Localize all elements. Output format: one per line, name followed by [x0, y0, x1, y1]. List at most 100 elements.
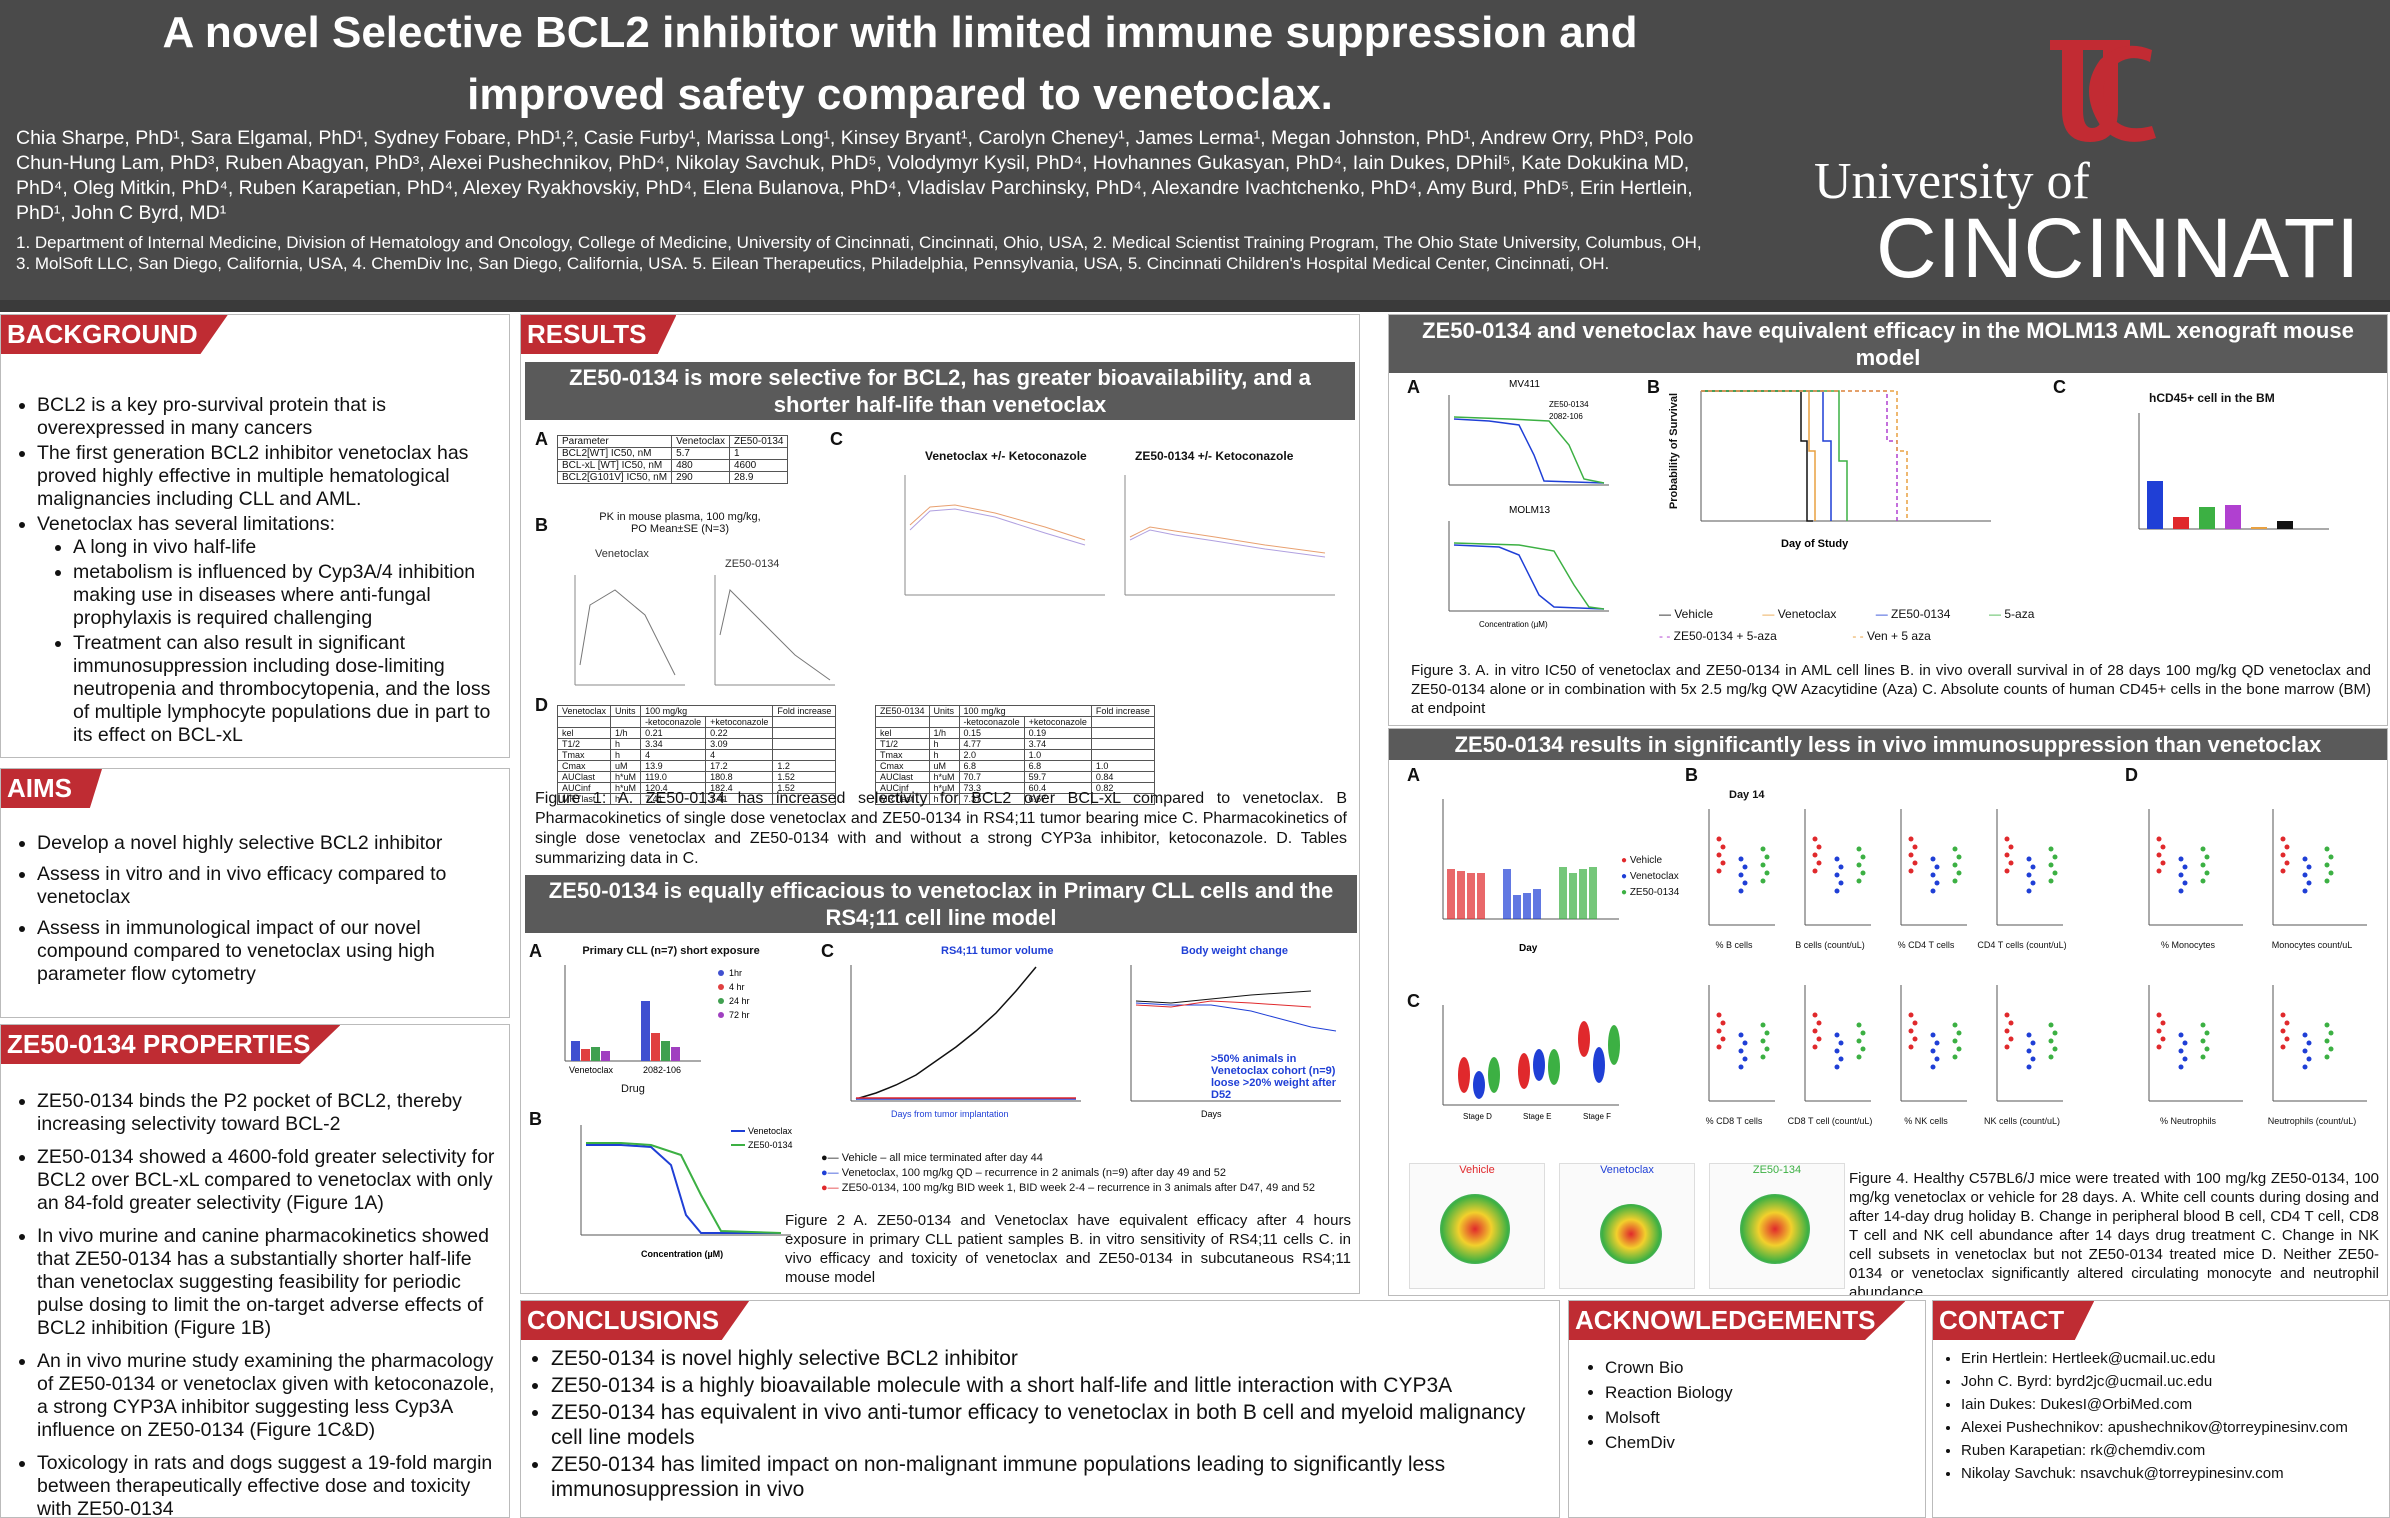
- table-header: 100 mg/kg: [640, 705, 774, 717]
- table-header: ZE50-0134: [728, 435, 789, 448]
- flow-plot-title: Venetoclax: [1600, 1164, 1654, 1176]
- table-cell: 0.21: [640, 727, 707, 739]
- title-line-2: improved safety compared to venetoclax.: [467, 70, 1333, 119]
- list-item: ZE50-0134 showed a 4600-fold greater sel…: [37, 1146, 509, 1215]
- contact-item[interactable]: Iain Dukes: DukesI@OrbiMed.com: [1961, 1394, 2389, 1415]
- fig2-b-chart: Venetoclax ZE50-0134 Concentration (µM): [580, 1125, 793, 1259]
- table-cell: 0.19: [1023, 727, 1092, 739]
- x-axis-title: Days: [1201, 1109, 1222, 1119]
- mini-scatter-plot: NK cells (count/uL): [1977, 975, 2067, 1141]
- panel-label: A: [1407, 377, 1420, 397]
- table-header: ZE50-0134: [875, 705, 930, 717]
- x-axis-title: Concentration (µM): [1479, 620, 1548, 629]
- affiliations: 1. Department of Internal Medicine, Divi…: [16, 233, 1702, 273]
- list-item: Toxicology in rats and dogs suggest a 19…: [37, 1452, 509, 1517]
- fig3-b-ytitle: Probability of Survival: [1668, 392, 1680, 510]
- table-header: Fold increase: [1090, 705, 1155, 717]
- background-list: BCL2 is a key pro-survival protein that …: [1, 394, 509, 747]
- x-axis-title: Days from tumor implantation: [891, 1109, 1009, 1119]
- mini-scatter-plot: CD4 T cells (count/uL): [1977, 799, 2067, 965]
- legend-label: Venetoclax, 100 mg/kg QD – recurrence in…: [841, 1167, 1227, 1179]
- table-cell: 5.7: [671, 447, 730, 460]
- table-cell: h: [928, 749, 960, 761]
- mini-scatter-plot: Monocytes count/uL: [2253, 799, 2371, 965]
- fig3-a-ic50-charts: MV411 ZE50-0134 2082-106 MOLM13 Concentr…: [1448, 379, 1609, 629]
- table-cell: 7.37: [958, 793, 1025, 805]
- figure-3-bar: ZE50-0134 and venetoclax have equivalent…: [1389, 315, 2387, 373]
- table-cell: 70.7: [958, 771, 1025, 783]
- list-item: Treatment can also result in significant…: [73, 632, 509, 747]
- list-item: Venetoclax has several limitations: A lo…: [37, 513, 509, 747]
- table-cell: 1: [728, 447, 789, 460]
- table-cell: kel: [875, 727, 930, 739]
- table-cell: 1.52: [772, 771, 837, 783]
- table-cell: T1/2: [875, 738, 930, 750]
- fig4-c-nk-violin: Stage D Stage E Stage F: [1442, 1005, 1620, 1121]
- table-cell: 1.0: [1090, 760, 1155, 772]
- table-cell: [1090, 793, 1155, 805]
- results-heading: RESULTS: [521, 315, 677, 354]
- figure-1: A Parameter Venetoclax ZE50-0134 BCL2[WT] …: [525, 425, 1355, 815]
- legend-item: ●— Venetoclax, 100 mg/kg QD – recurrence…: [821, 1167, 1227, 1179]
- flow-plot-ze: ZE50-134: [1709, 1163, 1845, 1289]
- x-tick-label: Venetoclax: [569, 1065, 614, 1075]
- table-cell: 1.2: [772, 760, 837, 772]
- legend-label: ZE50-0134: [748, 1140, 793, 1150]
- table-cell: 6.8: [1023, 760, 1092, 772]
- background-panel: BACKGROUND BCL2 is a key pro-survival pr…: [0, 314, 510, 758]
- legend-item: — 5-aza: [1989, 607, 2035, 621]
- table-header: +ketoconazole: [705, 716, 774, 728]
- contact-item[interactable]: John C. Byrd: byrd2jc@ucmail.uc.edu: [1961, 1371, 2389, 1392]
- table-row: kel 1/h 0.15 0.19: [875, 727, 1155, 739]
- legend-item: — Venetoclax: [1762, 607, 1837, 621]
- x-axis-title: Concentration (µM): [641, 1249, 723, 1259]
- table-cell: BCL-xL [WT] IC50, nM: [556, 459, 673, 472]
- contact-item[interactable]: Erin Hertlein: Hertleek@ucmail.uc.edu: [1961, 1348, 2389, 1369]
- x-tick-label: Stage E: [1523, 1112, 1551, 1121]
- panel-label: D: [535, 695, 548, 715]
- table-cell: 6.67: [1023, 793, 1092, 805]
- table-cell: 3.34: [640, 738, 707, 750]
- fig2-a-title: Primary CLL (n=7) short exposure: [582, 945, 760, 957]
- fig2-c-title: RS4;11 tumor volume: [941, 945, 1054, 957]
- acknowledgements-panel: ACKNOWLEDGEMENTS Crown Bio Reaction Biol…: [1568, 1300, 1926, 1518]
- fig2-c-tumor-chart: Days from tumor implantation: [850, 965, 1081, 1119]
- conclusions-heading: CONCLUSIONS: [521, 1301, 750, 1340]
- list-item: In vivo murine and canine pharmacokineti…: [37, 1225, 509, 1340]
- legend-label: ZE50-0134: [1549, 400, 1589, 409]
- table-header: +ketoconazole: [1023, 716, 1092, 728]
- panel-label: B: [529, 1109, 542, 1129]
- header-divider: [0, 300, 2390, 312]
- legend-label: 5-aza: [2004, 607, 2035, 621]
- mini-plot-label: Monocytes count/uL: [2271, 940, 2353, 950]
- table-row: kel 1/h 0.21 0.22: [556, 727, 837, 739]
- table-cell: [772, 793, 837, 805]
- panel-label: C: [1407, 991, 1420, 1011]
- fig1-d-table-ze: ZE50-0134 Units 100 mg/kg Fold increase -ke…: [875, 705, 1155, 805]
- table-cell: h: [928, 738, 960, 750]
- flow-plot-title: Vehicle: [1459, 1164, 1495, 1176]
- contact-item[interactable]: Alexei Pushechnikov: apushechnikov@torre…: [1961, 1417, 2389, 1438]
- fig3-b-survival-chart: Day of Study: [1700, 390, 1991, 550]
- table-cell: 3.74: [1023, 738, 1092, 750]
- table-cell: Tmax: [556, 749, 612, 761]
- table-row: T1/2 h 3.34 3.09: [556, 738, 837, 750]
- mini-scatter-plot: % Monocytes: [2129, 799, 2247, 965]
- table-cell: 1/h: [928, 727, 960, 739]
- x-tick-label: 2082-106: [643, 1065, 681, 1075]
- contact-item[interactable]: Ruben Karapetian: rk@chemdiv.com: [1961, 1440, 2389, 1461]
- legend-label: Vehicle: [1629, 855, 1663, 866]
- table-cell: 6.8: [958, 760, 1025, 772]
- fig4-d-grid: % Monocytes Monocytes count/uL % Neutrop…: [2129, 799, 2379, 1159]
- table-cell: [1090, 749, 1155, 761]
- list-item: ZE50-0134 is novel highly selective BCL2…: [551, 1346, 1559, 1371]
- contact-item[interactable]: Nikolay Savchuk: nsavchuk@torreypinesinv…: [1961, 1463, 2389, 1484]
- table-cell: h: [610, 749, 642, 761]
- x-axis-title: Day: [1519, 943, 1538, 954]
- mini-scatter-plot: % CD8 T cells: [1689, 975, 1779, 1141]
- list-item: ZE50-0134 binds the P2 pocket of BCL2, t…: [37, 1090, 509, 1136]
- legend-item: ● ZE50-0134: [1621, 887, 1680, 898]
- legend-label: 2082-106: [1549, 412, 1583, 421]
- figure-3-panel: ZE50-0134 and venetoclax have equivalent…: [1388, 314, 2388, 726]
- title-line-1: A novel Selective BCL2 inhibitor with li…: [162, 8, 1638, 57]
